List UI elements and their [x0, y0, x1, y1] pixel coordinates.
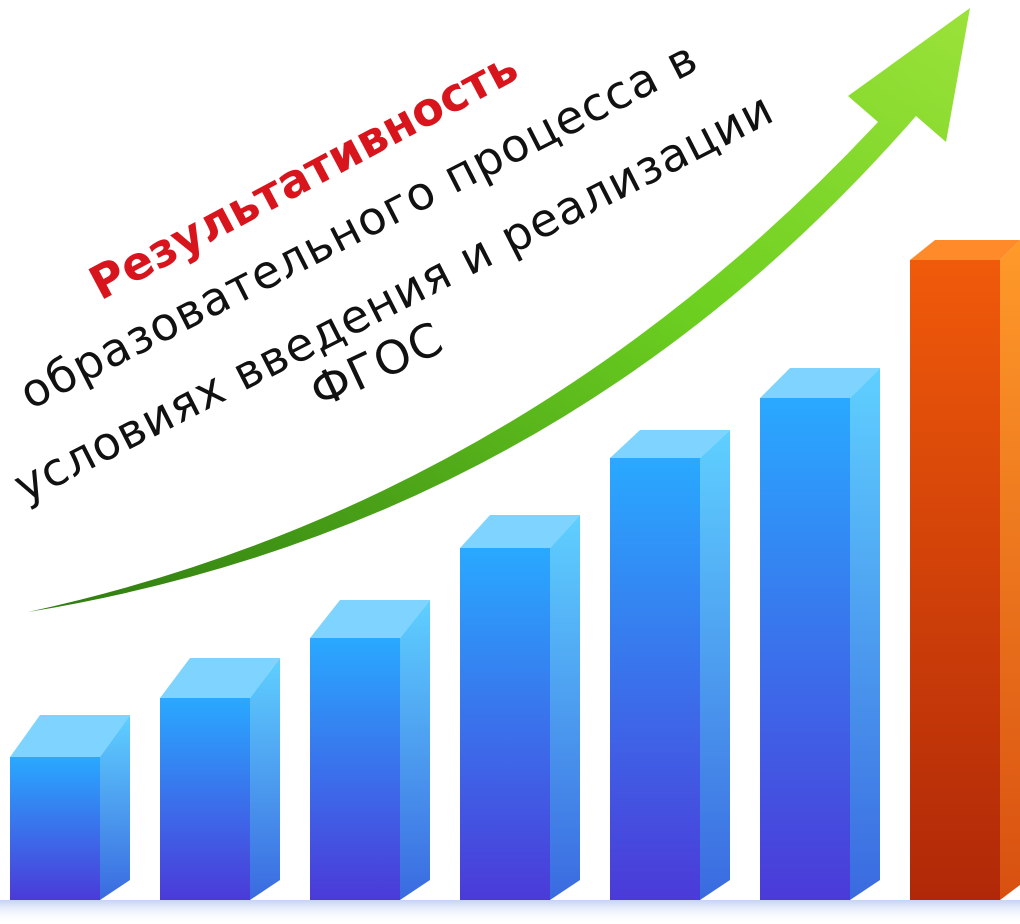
bar [460, 515, 580, 900]
reflection [0, 900, 1020, 924]
bar [760, 368, 880, 900]
bar [910, 240, 1020, 900]
bar [610, 430, 730, 900]
bar [160, 658, 280, 900]
bar [10, 715, 130, 900]
bar [310, 600, 430, 900]
bars [0, 240, 1020, 924]
